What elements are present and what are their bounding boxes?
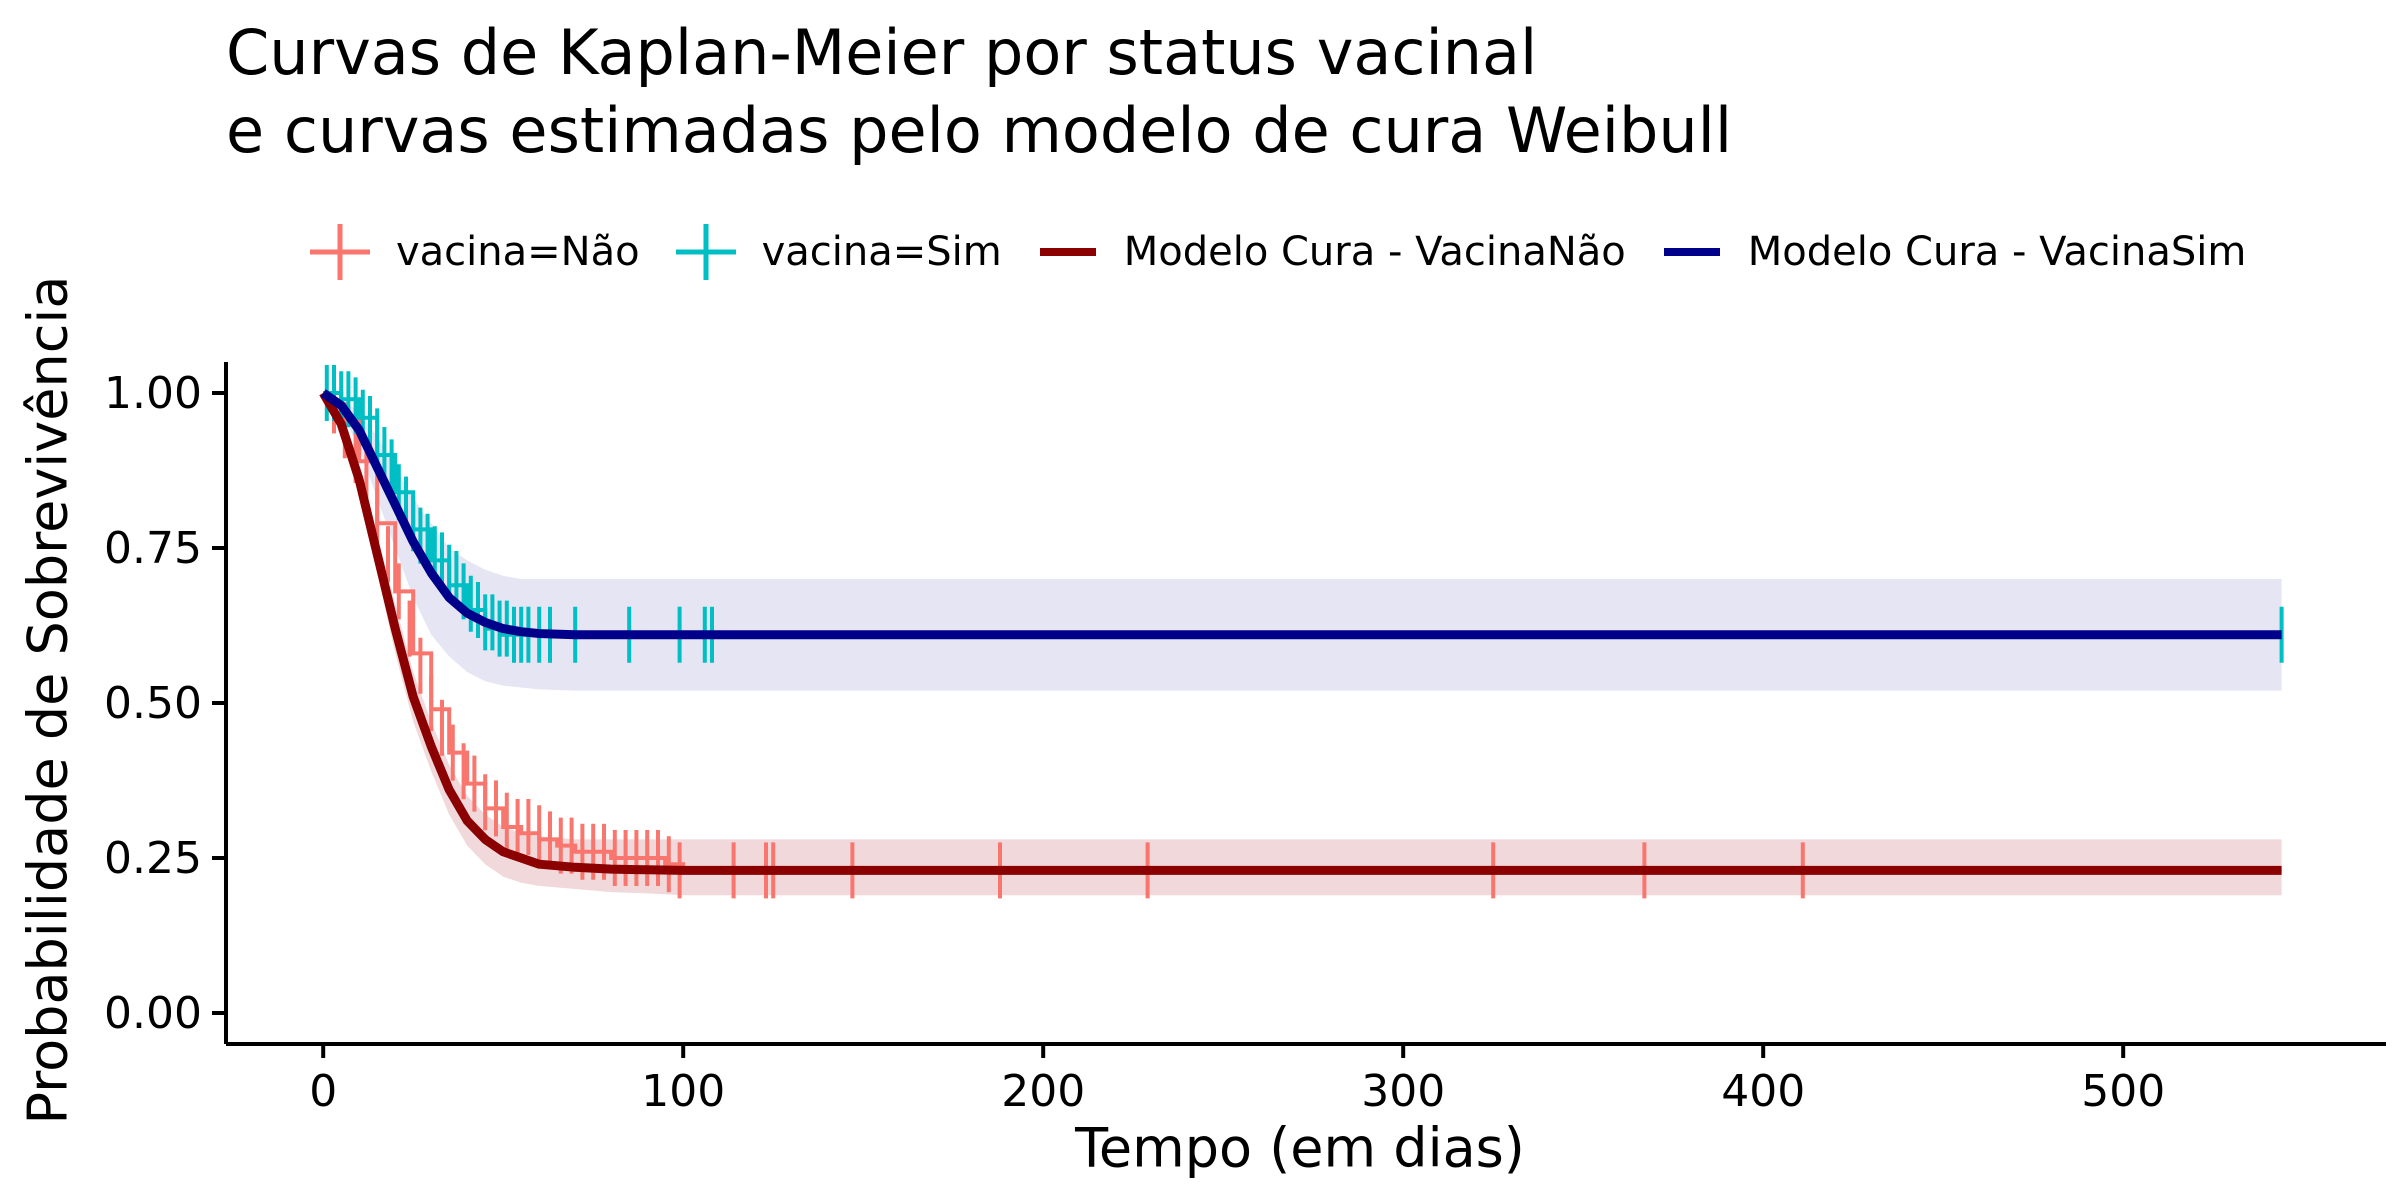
x-axis-label: Tempo (em dias) — [1075, 1116, 1525, 1180]
x-tick-label: 200 — [1001, 1066, 1085, 1117]
model-curve-0 — [319, 390, 2282, 875]
confidence-bands — [323, 393, 2282, 896]
legend-item-modelo-nao: Modelo Cura - VacinaNão — [1038, 222, 1626, 282]
y-axis-label: Probabilidade de Sobrevivência — [16, 275, 80, 1125]
x-tick-label: 100 — [641, 1066, 725, 1117]
legend-label-vacina-sim: vacina=Sim — [761, 229, 1002, 275]
legend-item-vacina-sim: vacina=Sim — [675, 222, 1002, 282]
chart-legend: vacina=Não vacina=Sim Modelo Cura - Vaci… — [310, 222, 2282, 282]
legend-item-modelo-sim: Modelo Cura - VacinaSim — [1662, 222, 2247, 282]
confidence-band-1 — [323, 393, 2282, 691]
legend-key-model-nao — [1039, 248, 1096, 256]
x-tick-label: 0 — [309, 1066, 337, 1117]
legend-key-model-sim — [1663, 248, 1720, 256]
y-tick-label: 0.25 — [104, 833, 202, 884]
legend-item-vacina-nao: vacina=Não — [310, 222, 640, 282]
chart-title-line-2: e curvas estimadas pelo modelo de cura W… — [226, 94, 1733, 167]
chart-title-line-1: Curvas de Kaplan-Meier por status vacina… — [226, 16, 1538, 89]
legend-key-km-sim — [675, 224, 736, 280]
y-tick-label: 1.00 — [104, 368, 202, 419]
y-tick-label: 0.00 — [104, 988, 202, 1039]
axes: 0.00 0.25 0.50 0.75 1.00 0 100 200 300 400 500 — [104, 362, 2386, 1117]
legend-label-vacina-nao: vacina=Não — [396, 229, 640, 275]
model-curve-1 — [320, 389, 2282, 640]
km-step-line-1 — [323, 391, 2282, 637]
km-step-line-0 — [323, 391, 2282, 873]
legend-label-modelo-sim: Modelo Cura - VacinaSim — [1747, 229, 2247, 275]
y-tick-label: 0.75 — [104, 523, 202, 574]
legend-label-modelo-nao: Modelo Cura - VacinaNão — [1123, 229, 1626, 275]
x-tick-label: 300 — [1361, 1066, 1445, 1117]
y-tick-label: 0.50 — [104, 678, 202, 729]
x-tick-label: 500 — [2081, 1066, 2165, 1117]
legend-key-km-nao — [310, 224, 370, 280]
x-tick-label: 400 — [1721, 1066, 1805, 1117]
model-curves — [319, 389, 2282, 875]
